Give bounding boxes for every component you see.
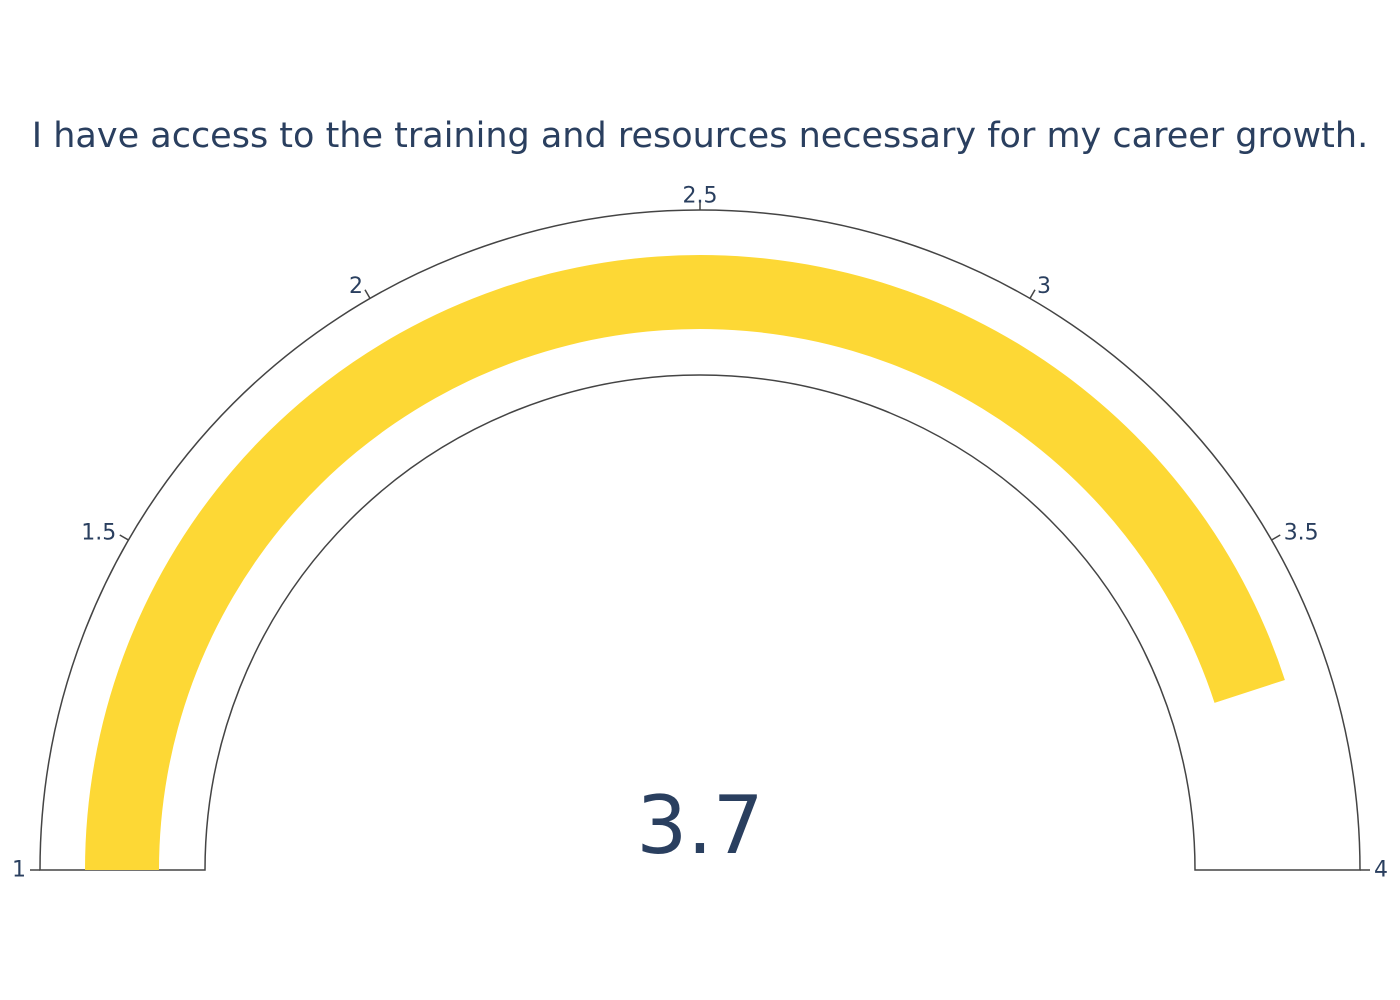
gauge-tick-label: 2.5 bbox=[683, 184, 718, 209]
gauge-body: 1 1.5 2 2.5 3 3.5 4 bbox=[12, 184, 1388, 883]
gauge-tick-label: 2 bbox=[349, 274, 363, 299]
gauge-axis: 1 1.5 2 2.5 3 3.5 4 bbox=[12, 184, 1388, 883]
gauge-outline bbox=[39, 209, 1361, 871]
gauge-tick bbox=[1271, 534, 1281, 541]
gauge-tick bbox=[119, 534, 129, 541]
gauge-tick-label: 3.5 bbox=[1284, 521, 1319, 546]
gauge-tick-label: 1 bbox=[12, 858, 26, 883]
gauge-tick-label: 1.5 bbox=[81, 521, 116, 546]
gauge-tick-label: 3 bbox=[1037, 274, 1051, 299]
gauge-tick bbox=[364, 289, 371, 299]
chart-title: I have access to the training and resour… bbox=[32, 116, 1368, 156]
gauge-value-number: 3.7 bbox=[636, 779, 763, 872]
gauge-tick bbox=[1029, 289, 1036, 299]
gauge-value-bar bbox=[85, 254, 1285, 871]
gauge-tick-label: 4 bbox=[1374, 858, 1388, 883]
